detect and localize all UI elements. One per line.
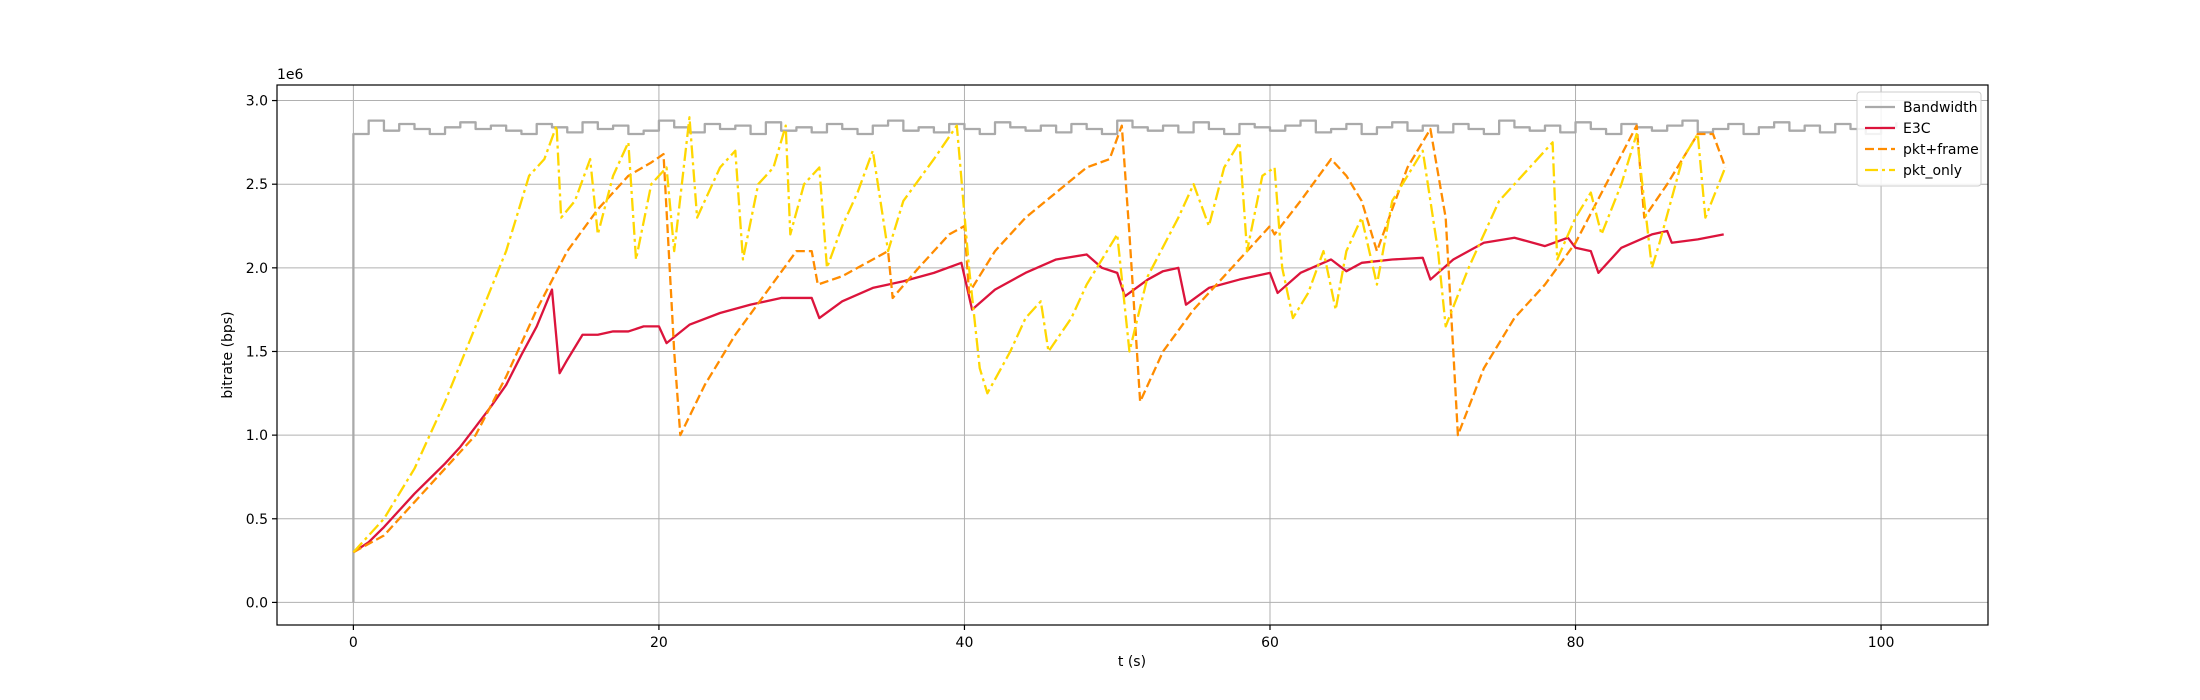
y-tick-label: 1.5 [246,344,268,360]
x-tick-label: 40 [956,635,974,651]
y-tick-label: 1.0 [246,428,268,444]
x-tick-label: 20 [650,635,668,651]
y-tick-label: 2.5 [246,177,268,193]
x-tick-label: 0 [349,635,358,651]
y-tick-label: 0.0 [246,595,268,611]
x-tick-label: 100 [1868,635,1895,651]
series-line [352,119,1898,603]
ticks: 0 20 40 60 80 100 0.0 0.5 1.0 1.5 2.0 2.5 3.0 [246,94,1895,651]
plot-area [352,116,1898,603]
legend-label: pkt_only [1903,163,1962,179]
axes-frame [276,84,1989,626]
legend-box [1856,91,1982,187]
legend-label: pkt+frame [1903,142,1979,158]
x-tick-label: 80 [1567,635,1585,651]
x-axis-label: t (s) [1118,654,1146,670]
x-tick-label: 60 [1261,635,1279,651]
y-tick-label: 3.0 [246,94,268,110]
series-line [352,124,1727,554]
series-line [352,116,1727,554]
y-offset-label: 1e6 [277,67,304,83]
series-line [352,229,1724,554]
y-tick-label: 0.5 [246,512,268,528]
y-axis-label: bitrate (bps) [220,311,236,398]
y-tick-label: 2.0 [246,261,268,277]
legend-label: Bandwidth [1903,100,1978,116]
legend: Bandwidth E3C pkt+frame pkt_only [1856,91,1982,187]
legend-label: E3C [1903,121,1931,137]
